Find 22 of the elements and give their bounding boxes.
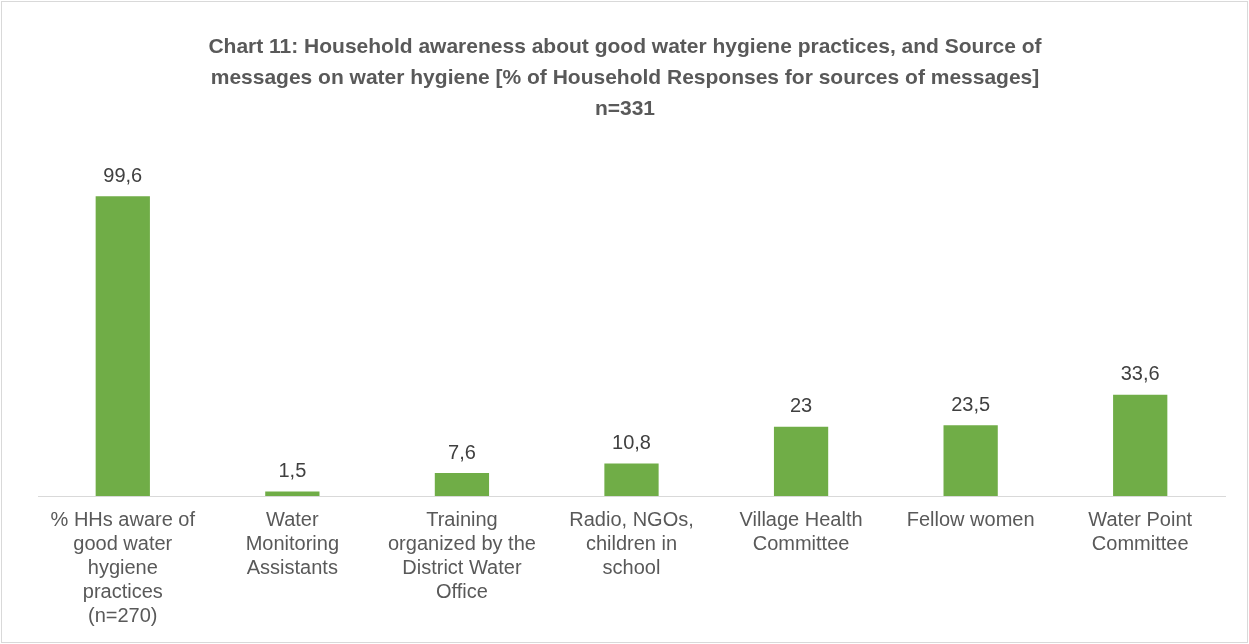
bar [773, 426, 829, 496]
data-label: 1,5 [278, 459, 307, 481]
x-tick-label: Water Monitoring Assistants [245, 507, 340, 578]
data-label: 23,5 [951, 392, 991, 415]
x-tick-label: Radio, NGOs, children in school [569, 507, 694, 578]
x-tick-label: % HHs aware of good water hygiene practices (n=270) [50, 507, 196, 626]
bar [604, 463, 659, 496]
x-tick-label: Water Point Committee [1088, 507, 1193, 554]
bar [1113, 394, 1168, 496]
bar [95, 196, 150, 496]
bar [265, 491, 320, 496]
data-label: 7,6 [448, 440, 476, 463]
x-tick-label: Training organized by the District Water Office [387, 507, 536, 602]
data-label: 33,6 [1120, 362, 1160, 385]
data-label: 23 [789, 394, 813, 417]
bar [434, 473, 490, 496]
x-tick-label: Fellow women [906, 507, 1035, 530]
data-label: 10,8 [612, 431, 651, 454]
data-label: 99,6 [103, 163, 143, 186]
bar [943, 425, 998, 496]
x-tick-label: Village Health Committee [739, 507, 863, 554]
chart-title: Chart 11: Household awareness about good water hygiene practices, and Source of messages on water hygiene [% of Household Responses for sources of messages] n=331 [207, 33, 1043, 121]
